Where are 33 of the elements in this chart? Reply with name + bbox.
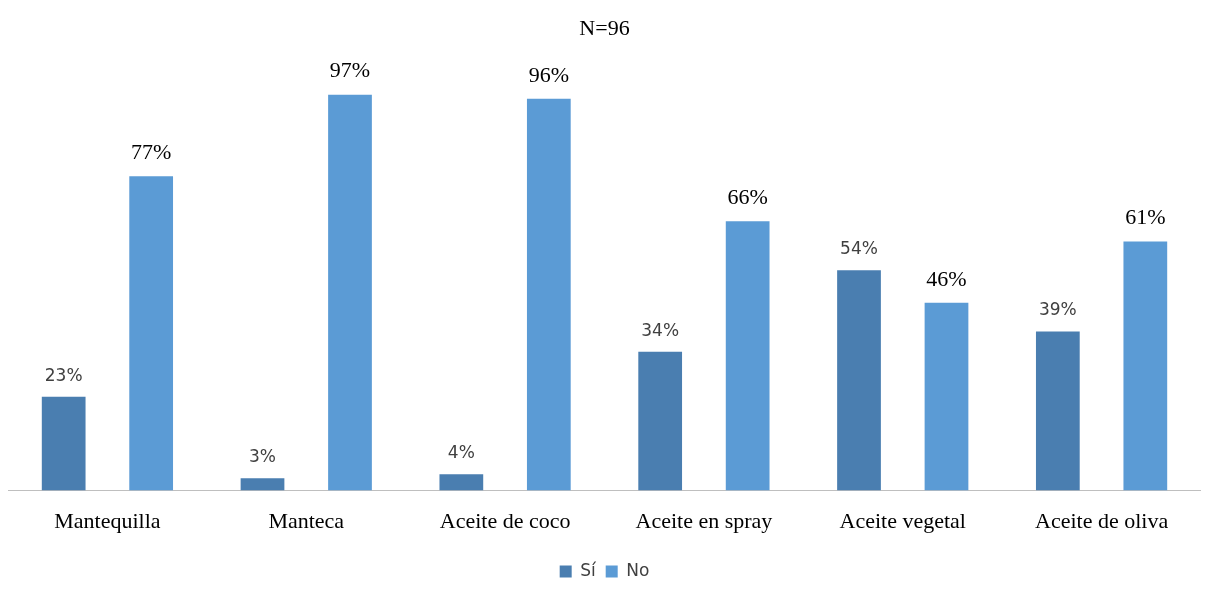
data-label: 34%	[641, 319, 680, 340]
data-label: 23%	[44, 364, 83, 385]
data-label: 66%	[727, 183, 768, 209]
data-label: 61%	[1125, 204, 1166, 230]
bar	[41, 396, 86, 491]
legend-label: No	[626, 559, 650, 580]
data-label: 4%	[447, 442, 475, 463]
bar	[240, 478, 285, 491]
x-tick-label: Aceite de coco	[439, 507, 571, 533]
data-label: 46%	[926, 265, 967, 291]
bar	[526, 98, 571, 491]
x-tick-label: Aceite vegetal	[839, 507, 966, 533]
bar	[837, 270, 881, 491]
data-label: 39%	[1038, 299, 1077, 320]
bar	[1123, 241, 1168, 491]
bar	[924, 302, 969, 491]
x-tick-label: Aceite de oliva	[1035, 507, 1169, 533]
bar	[725, 221, 770, 491]
chart-title: N=96	[579, 14, 630, 40]
bar	[1035, 331, 1080, 491]
data-label: 77%	[131, 139, 172, 165]
legend-label: Sí	[580, 559, 597, 580]
bar	[439, 474, 484, 491]
data-label: 97%	[329, 57, 371, 83]
bar	[328, 94, 372, 491]
x-tick-label: Aceite en spray	[635, 507, 773, 533]
data-label: 96%	[528, 61, 569, 87]
x-tick-label: Manteca	[268, 507, 345, 533]
x-tick-label: Mantequilla	[54, 507, 161, 533]
data-label: 54%	[840, 238, 878, 259]
data-label: 3%	[249, 446, 276, 467]
bar	[129, 176, 174, 491]
bar	[638, 351, 683, 491]
